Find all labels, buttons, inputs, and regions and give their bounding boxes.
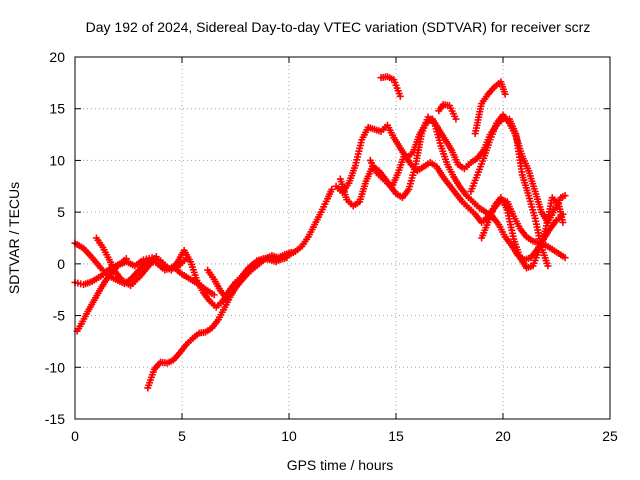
data-point bbox=[328, 185, 336, 193]
data-markers bbox=[71, 73, 569, 392]
series-markers-track-7 bbox=[204, 248, 295, 303]
plot-frame bbox=[74, 56, 611, 420]
axis-ticks: 0 5 10 15 20 25 -15 -10 -5 0 5 10 15 20 bbox=[45, 49, 618, 444]
y-tick-label: 5 bbox=[57, 204, 65, 220]
x-tick-label: 15 bbox=[388, 428, 404, 444]
series-markers-track-10 bbox=[377, 73, 404, 100]
data-point bbox=[210, 291, 218, 299]
chart-title: Day 192 of 2024, Sidereal Day-to-day VTE… bbox=[86, 19, 591, 35]
series-markers-track-13 bbox=[471, 78, 509, 138]
x-tick-label: 10 bbox=[281, 428, 297, 444]
data-traces bbox=[73, 75, 567, 390]
series-markers-track-12 bbox=[435, 101, 460, 123]
x-tick-label: 5 bbox=[178, 428, 186, 444]
y-tick-label: 15 bbox=[49, 101, 65, 117]
series-markers-track-11 bbox=[366, 113, 567, 264]
data-point bbox=[561, 254, 569, 262]
data-point bbox=[544, 262, 552, 270]
data-point bbox=[559, 218, 567, 226]
series-markers-track-15 bbox=[478, 194, 567, 272]
data-point bbox=[396, 92, 404, 100]
y-tick-label: 0 bbox=[57, 256, 65, 272]
data-point bbox=[122, 255, 130, 263]
x-tick-label: 25 bbox=[602, 428, 618, 444]
data-point bbox=[152, 253, 160, 261]
y-tick-label: 20 bbox=[49, 49, 65, 65]
y-tick-label: -10 bbox=[45, 359, 65, 375]
series-markers-track-3 bbox=[73, 255, 130, 335]
series-markers-track-4 bbox=[92, 234, 160, 290]
data-point bbox=[452, 115, 460, 123]
x-tick-label: 0 bbox=[71, 428, 79, 444]
x-tick-label: 20 bbox=[495, 428, 511, 444]
series-markers-track-16 bbox=[505, 115, 552, 270]
x-axis-label: GPS time / hours bbox=[287, 457, 394, 473]
data-point bbox=[501, 90, 509, 98]
y-tick-label: -15 bbox=[45, 411, 65, 427]
data-point bbox=[561, 192, 569, 200]
series-markers-track-5 bbox=[144, 185, 336, 392]
data-point bbox=[287, 248, 295, 256]
y-tick-label: -5 bbox=[53, 308, 66, 324]
y-tick-label: 10 bbox=[49, 152, 65, 168]
y-axis-label: SDTVAR / TECUs bbox=[6, 182, 22, 294]
